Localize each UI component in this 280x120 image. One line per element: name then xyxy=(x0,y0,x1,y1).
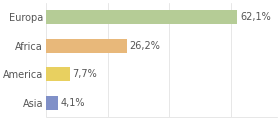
Text: 4,1%: 4,1% xyxy=(61,98,85,108)
Bar xyxy=(46,67,69,81)
Text: 26,2%: 26,2% xyxy=(129,41,160,51)
Bar xyxy=(46,96,59,110)
Text: 62,1%: 62,1% xyxy=(240,12,271,22)
Bar xyxy=(46,39,127,53)
Text: 7,7%: 7,7% xyxy=(72,69,97,79)
Bar xyxy=(46,10,237,24)
